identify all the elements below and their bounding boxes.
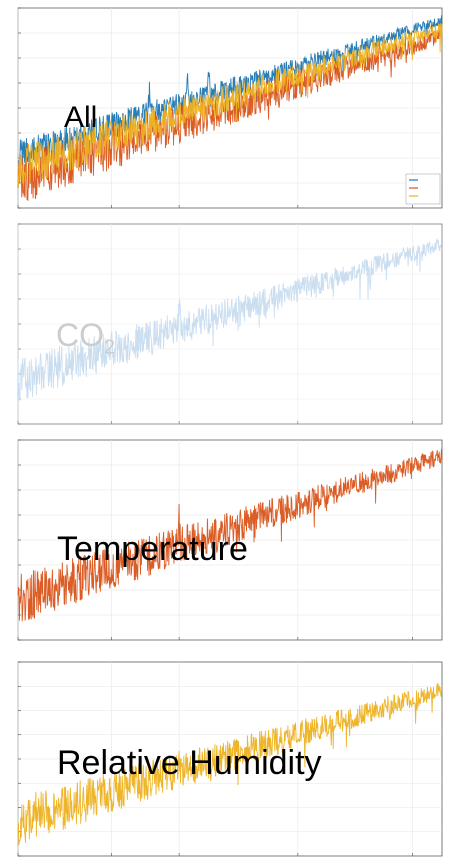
spectrum-chart-co2 (17, 223, 443, 425)
legend (405, 173, 441, 205)
spectrum-chart-temperature (17, 439, 443, 641)
overlay-label-co2-main: CO (56, 317, 104, 353)
series-line-humidity (17, 683, 443, 845)
spectrum-chart-all (17, 7, 443, 209)
overlay-label-co2-sub: 2 (104, 336, 116, 359)
chart-panel-all: All (0, 0, 461, 216)
series-line-humidity (17, 22, 443, 189)
series-line-co2 (17, 238, 443, 401)
overlay-label-humidity: Relative Humidity (57, 744, 322, 782)
overlay-label-temperature: Temperature (57, 530, 248, 568)
chart-panel-humidity: Relative Humidity (0, 648, 461, 864)
spectrum-chart-humidity (17, 661, 443, 857)
series-line-temperature (17, 448, 443, 622)
chart-panel-co2: CO2 (0, 216, 461, 432)
overlay-label-co2: CO2 (56, 317, 115, 359)
legend-box (405, 173, 441, 205)
chart-panel-temperature: Temperature (0, 432, 461, 648)
overlay-label-all: All (64, 101, 98, 134)
